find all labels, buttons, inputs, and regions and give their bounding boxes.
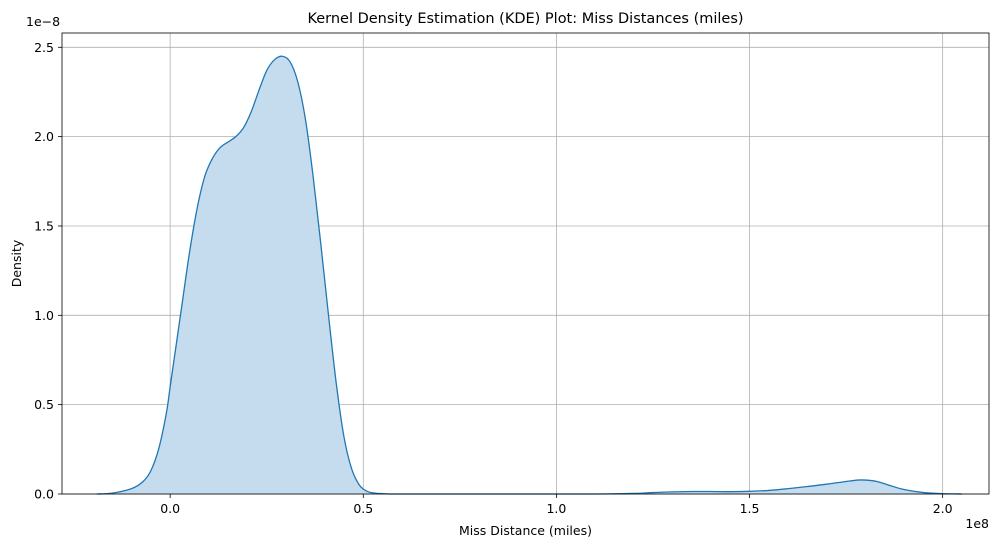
plot-frame (61, 32, 990, 495)
y-axis-offset-text: 1e−8 (26, 14, 60, 29)
x-tick-label: 1.5 (740, 501, 760, 516)
y-tick-label: 0.5 (34, 397, 54, 412)
x-axis-offset-text: 1e8 (965, 516, 989, 531)
axis-ticks: 0.0 0.5 1.0 1.5 2.0 0.0 0.5 1.0 1.5 2.0 2.5 (34, 40, 953, 516)
x-tick-label: 1.0 (546, 501, 566, 516)
y-tick-label: 1.5 (34, 218, 54, 233)
x-axis-label: Miss Distance (miles) (459, 523, 592, 538)
x-tick-label: 0.0 (160, 501, 180, 516)
y-tick-label: 0.0 (34, 487, 54, 502)
y-axis-label: Density (9, 239, 24, 287)
chart-title: Kernel Density Estimation (KDE) Plot: Mi… (307, 11, 743, 27)
y-tick-label: 2.0 (34, 129, 54, 144)
x-tick-label: 2.0 (933, 501, 953, 516)
kde-density-line (96, 55, 962, 495)
kde-density-area (96, 56, 962, 494)
y-tick-label: 2.5 (34, 40, 54, 55)
x-tick-label: 0.5 (353, 501, 373, 516)
y-tick-label: 1.0 (34, 308, 54, 323)
